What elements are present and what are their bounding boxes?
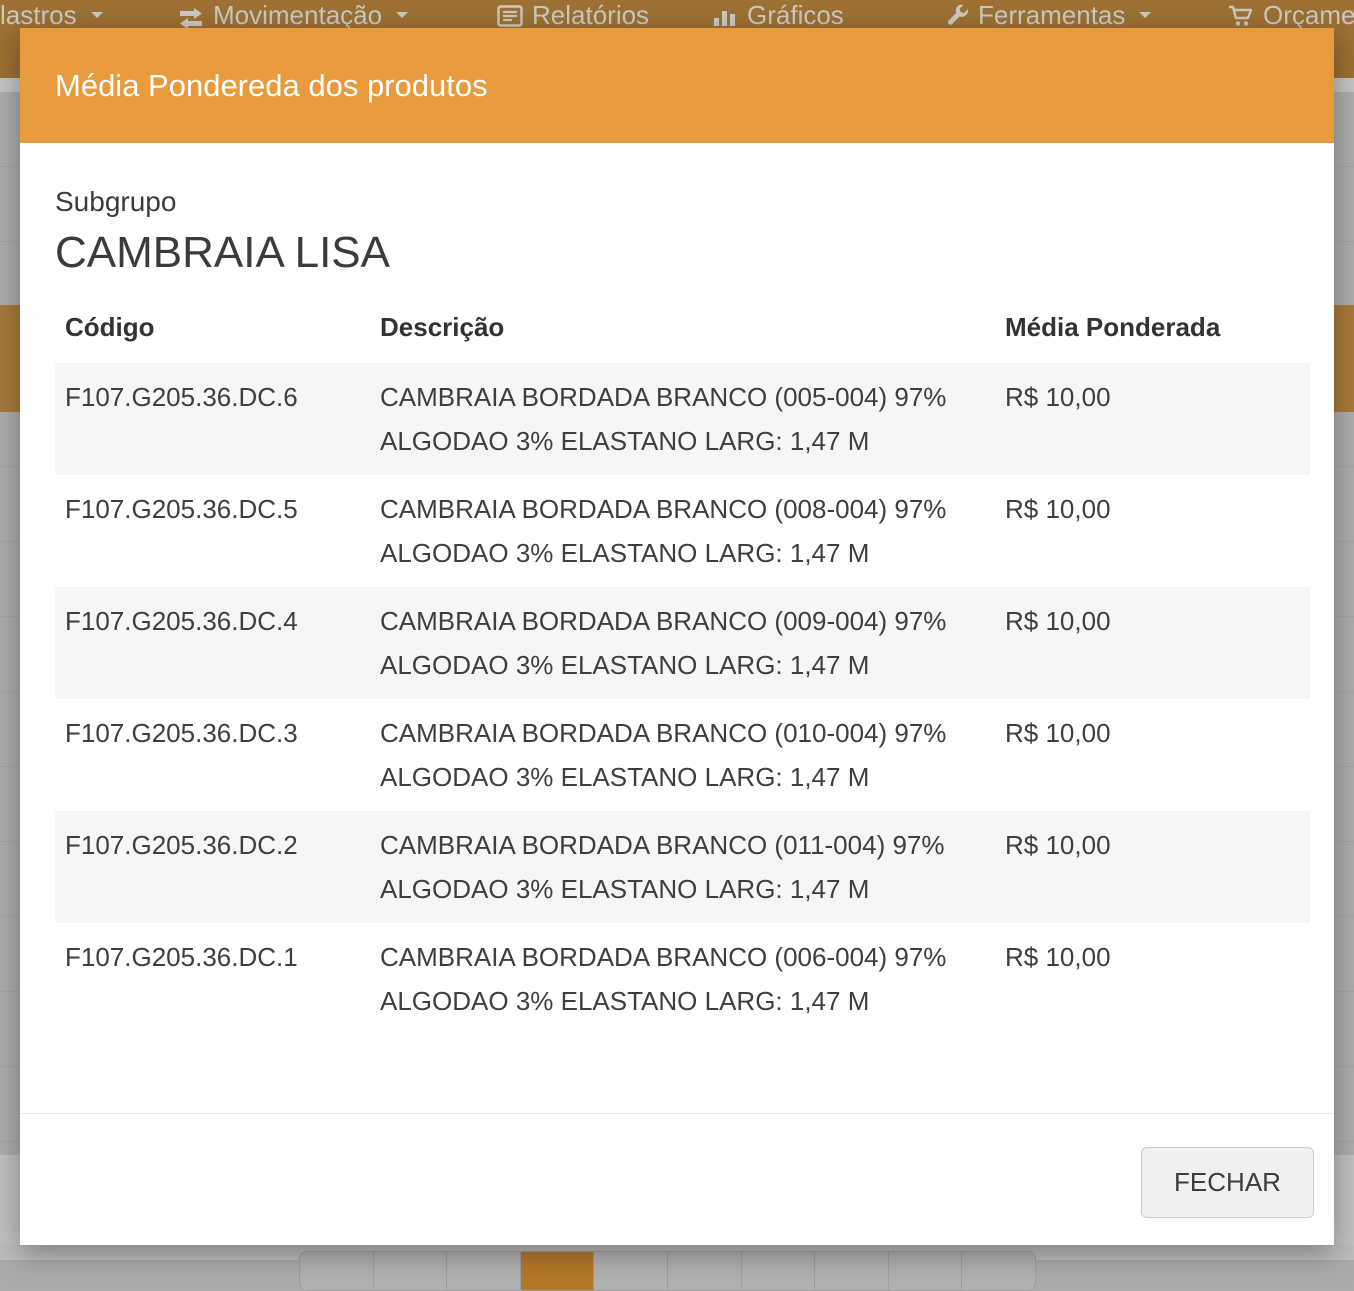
table-header-row: Código Descrição Média Ponderada — [55, 295, 1310, 363]
table-row: F107.G205.36.DC.1 CAMBRAIA BORDADA BRANC… — [55, 923, 1310, 1035]
product-code: F107.G205.36.DC.6 — [65, 382, 298, 413]
product-code: F107.G205.36.DC.2 — [65, 830, 298, 861]
page-button[interactable] — [300, 1252, 373, 1290]
weighted-average-modal: Média Pondereda dos produtos Subgrupo CA… — [20, 28, 1334, 1245]
page-button[interactable] — [372, 1252, 447, 1290]
nav-item-orcamento[interactable]: Orçame — [1228, 1, 1354, 29]
cart-icon — [1229, 5, 1253, 26]
modal-body: Subgrupo CAMBRAIA LISA Código Descrição … — [20, 143, 1334, 1035]
table-row: F107.G205.36.DC.4 CAMBRAIA BORDADA BRANC… — [55, 587, 1310, 700]
nav-item-relatorios[interactable]: Relatórios — [497, 1, 649, 29]
product-description: CAMBRAIA BORDADA BRANCO (009-004) 97% AL… — [380, 606, 947, 681]
chevron-down-icon — [1139, 12, 1152, 24]
product-weighted-average: R$ 10,00 — [1005, 494, 1111, 525]
table-row: F107.G205.36.DC.5 CAMBRAIA BORDADA BRANC… — [55, 475, 1310, 587]
nav-item-movimentacao[interactable]: Movimentação — [178, 0, 409, 30]
product-description: CAMBRAIA BORDADA BRANCO (005-004) 97% AL… — [380, 382, 947, 457]
product-description: CAMBRAIA BORDADA BRANCO (008-004) 97% AL… — [380, 494, 947, 569]
page-button[interactable] — [593, 1252, 667, 1290]
nav-item-label: Gráficos — [747, 0, 844, 30]
product-weighted-average: R$ 10,00 — [1005, 942, 1111, 973]
modal-header: Média Pondereda dos produtos — [20, 28, 1334, 143]
nav-item-graficos[interactable]: Gráficos — [712, 1, 844, 29]
wrench-icon — [947, 4, 968, 25]
page-button-active[interactable] — [519, 1252, 594, 1290]
pagination-bar — [0, 1245, 1354, 1291]
page-button[interactable] — [961, 1252, 1035, 1290]
product-description: CAMBRAIA BORDADA BRANCO (006-004) 97% AL… — [380, 942, 947, 1017]
page-button[interactable] — [740, 1252, 815, 1290]
column-header-descricao: Descrição — [380, 312, 505, 343]
product-description: CAMBRAIA BORDADA BRANCO (010-004) 97% AL… — [380, 718, 947, 793]
nav-item-cadastros[interactable]: lastros — [0, 1, 103, 29]
page-button[interactable] — [814, 1252, 888, 1290]
modal-title: Média Pondereda dos produtos — [55, 67, 488, 103]
bar-chart-icon — [714, 11, 735, 26]
product-weighted-average: R$ 10,00 — [1005, 718, 1111, 749]
product-code: F107.G205.36.DC.4 — [65, 606, 298, 637]
subgroup-label: Subgrupo — [55, 186, 177, 217]
product-code: F107.G205.36.DC.3 — [65, 718, 298, 749]
page-button[interactable] — [666, 1252, 741, 1290]
close-button[interactable]: FECHAR — [1141, 1147, 1314, 1218]
product-code: F107.G205.36.DC.5 — [65, 494, 298, 525]
column-header-codigo: Código — [65, 312, 155, 343]
column-header-media-ponderada: Média Ponderada — [1005, 312, 1221, 343]
table-row: F107.G205.36.DC.6 CAMBRAIA BORDADA BRANC… — [55, 363, 1310, 476]
product-weighted-average: R$ 10,00 — [1005, 606, 1111, 637]
nav-item-label: Ferramentas — [978, 0, 1126, 30]
page-button[interactable] — [887, 1252, 962, 1290]
page-button[interactable] — [446, 1252, 520, 1290]
nav-item-ferramentas[interactable]: Ferramentas — [945, 0, 1152, 30]
product-weighted-average: R$ 10,00 — [1005, 382, 1111, 413]
exchange-icon — [180, 8, 202, 28]
table-row: F107.G205.36.DC.3 CAMBRAIA BORDADA BRANC… — [55, 699, 1310, 811]
nav-item-label: Movimentação — [213, 0, 383, 30]
nav-item-label: Orçame — [1263, 0, 1354, 30]
report-icon — [497, 5, 523, 27]
products-table: Código Descrição Média Ponderada F107.G2… — [55, 295, 1310, 1035]
nav-item-label: Relatórios — [532, 0, 650, 30]
subgroup-value: CAMBRAIA LISA — [55, 227, 391, 277]
product-weighted-average: R$ 10,00 — [1005, 830, 1111, 861]
nav-item-label: lastros — [0, 0, 77, 30]
modal-footer: FECHAR — [20, 1113, 1334, 1245]
table-row: F107.G205.36.DC.2 CAMBRAIA BORDADA BRANC… — [55, 811, 1310, 924]
chevron-down-icon — [90, 12, 103, 24]
product-code: F107.G205.36.DC.1 — [65, 942, 298, 973]
chevron-down-icon — [396, 12, 409, 24]
product-description: CAMBRAIA BORDADA BRANCO (011-004) 97% AL… — [380, 830, 945, 905]
pagination — [299, 1251, 1036, 1291]
